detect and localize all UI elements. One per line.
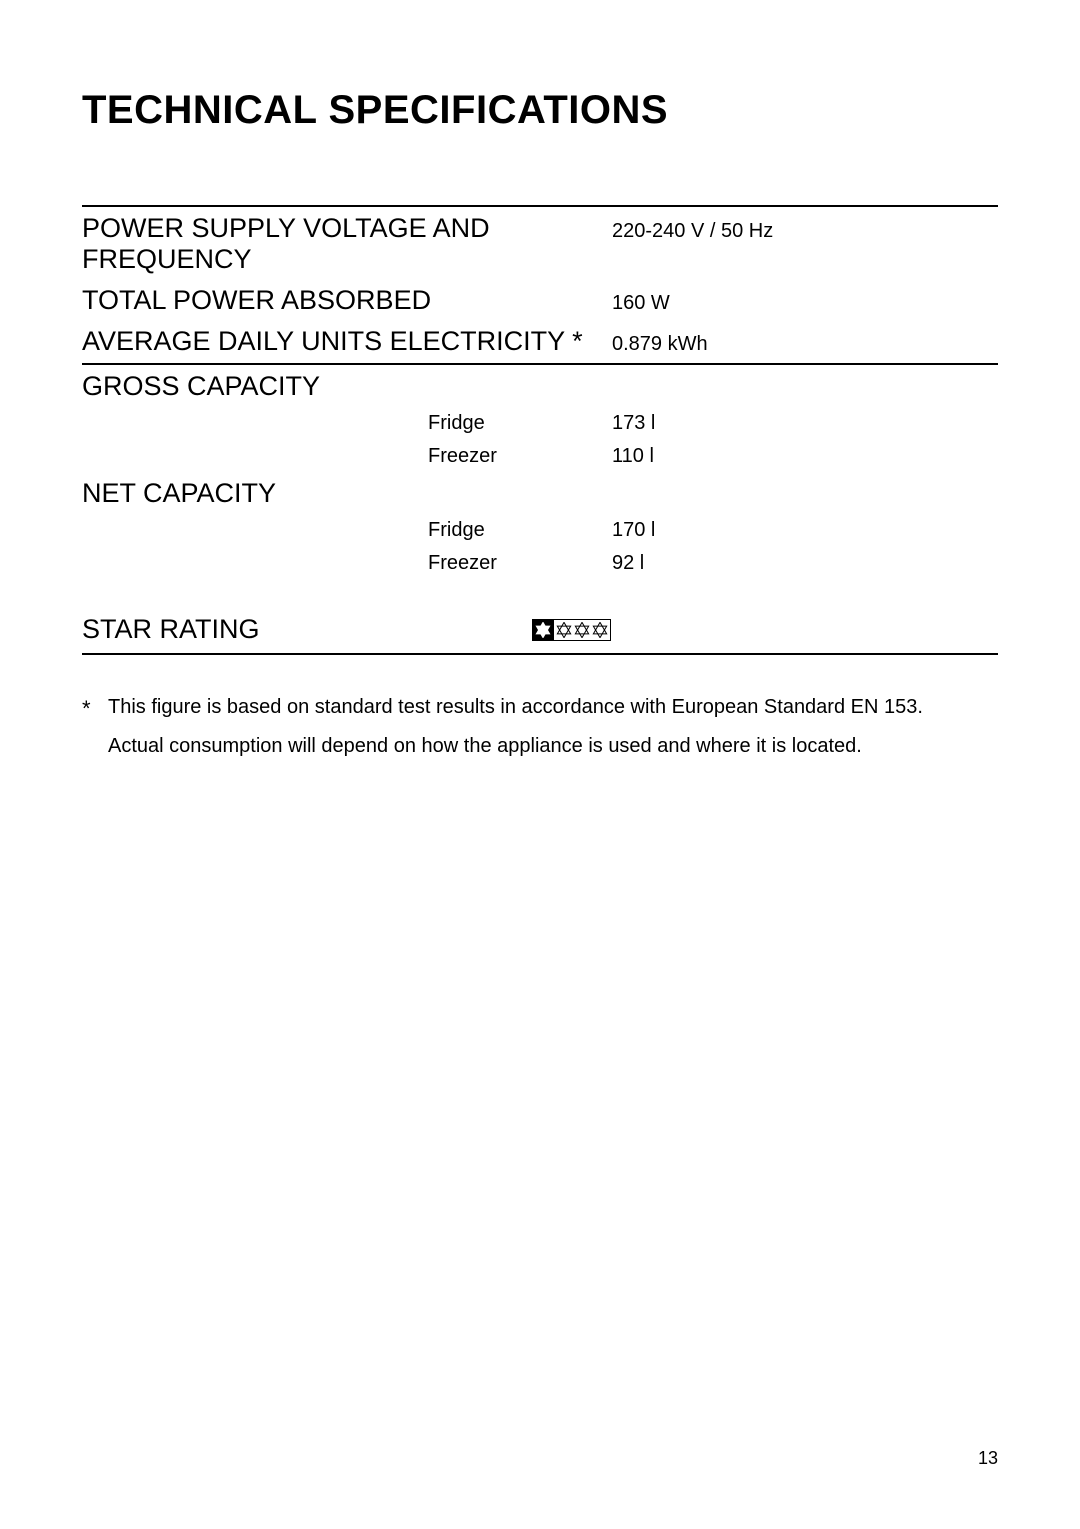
sub-gross-fridge: Fridge: [428, 412, 612, 435]
star-icon: [535, 622, 551, 638]
page-number: 13: [978, 1448, 998, 1469]
row-net-capacity: NET CAPACITY: [82, 473, 998, 514]
row-gross-freezer: Freezer 110 l: [82, 440, 998, 473]
label-total-power: TOTAL POWER ABSORBED: [82, 285, 612, 316]
spec-table: POWER SUPPLY VOLTAGE AND FREQUENCY 220-2…: [82, 205, 998, 655]
value-net-fridge: 170 l: [612, 519, 998, 542]
star-rating-icons: [532, 619, 611, 641]
row-power-supply: POWER SUPPLY VOLTAGE AND FREQUENCY 220-2…: [82, 207, 998, 280]
label-star-rating: STAR RATING: [82, 614, 532, 645]
spacer: [82, 580, 998, 608]
footnote-2-text: Actual consumption will depend on how th…: [108, 730, 998, 762]
star-icon: [592, 622, 608, 638]
footnote-1: * This figure is based on standard test …: [82, 691, 998, 726]
sub-net-freezer: Freezer: [428, 552, 612, 575]
star-icon: [556, 622, 572, 638]
footnote-asterisk: *: [82, 691, 108, 726]
footnote-1-text: This figure is based on standard test re…: [108, 691, 998, 726]
star-icon: [574, 622, 590, 638]
row-net-fridge: Fridge 170 l: [82, 514, 998, 547]
page: TECHNICAL SPECIFICATIONS POWER SUPPLY VO…: [0, 0, 1080, 1529]
label-net-capacity: NET CAPACITY: [82, 478, 428, 509]
label-power-supply: POWER SUPPLY VOLTAGE AND FREQUENCY: [82, 213, 612, 275]
value-gross-fridge: 173 l: [612, 412, 998, 435]
sub-net-fridge: Fridge: [428, 519, 612, 542]
value-avg-daily: 0.879 kWh: [612, 333, 998, 356]
row-star-rating: STAR RATING: [82, 608, 998, 655]
footnote-spacer: [82, 730, 108, 762]
label-gross-capacity: GROSS CAPACITY: [82, 371, 428, 402]
footnotes: * This figure is based on standard test …: [82, 691, 998, 762]
footnote-2: Actual consumption will depend on how th…: [82, 730, 998, 762]
star-box-filled: [532, 619, 554, 641]
page-title: TECHNICAL SPECIFICATIONS: [82, 88, 998, 133]
value-gross-freezer: 110 l: [612, 445, 998, 468]
row-avg-daily: AVERAGE DAILY UNITS ELECTRICITY * 0.879 …: [82, 321, 998, 365]
value-power-supply: 220-240 V / 50 Hz: [612, 220, 998, 243]
star-box-outline: [554, 619, 611, 641]
row-net-freezer: Freezer 92 l: [82, 547, 998, 580]
value-total-power: 160 W: [612, 292, 998, 315]
row-total-power: TOTAL POWER ABSORBED 160 W: [82, 280, 998, 321]
row-gross-fridge: Fridge 173 l: [82, 407, 998, 440]
sub-gross-freezer: Freezer: [428, 445, 612, 468]
value-net-freezer: 92 l: [612, 552, 998, 575]
label-avg-daily: AVERAGE DAILY UNITS ELECTRICITY *: [82, 326, 612, 357]
row-gross-capacity: GROSS CAPACITY: [82, 365, 998, 407]
